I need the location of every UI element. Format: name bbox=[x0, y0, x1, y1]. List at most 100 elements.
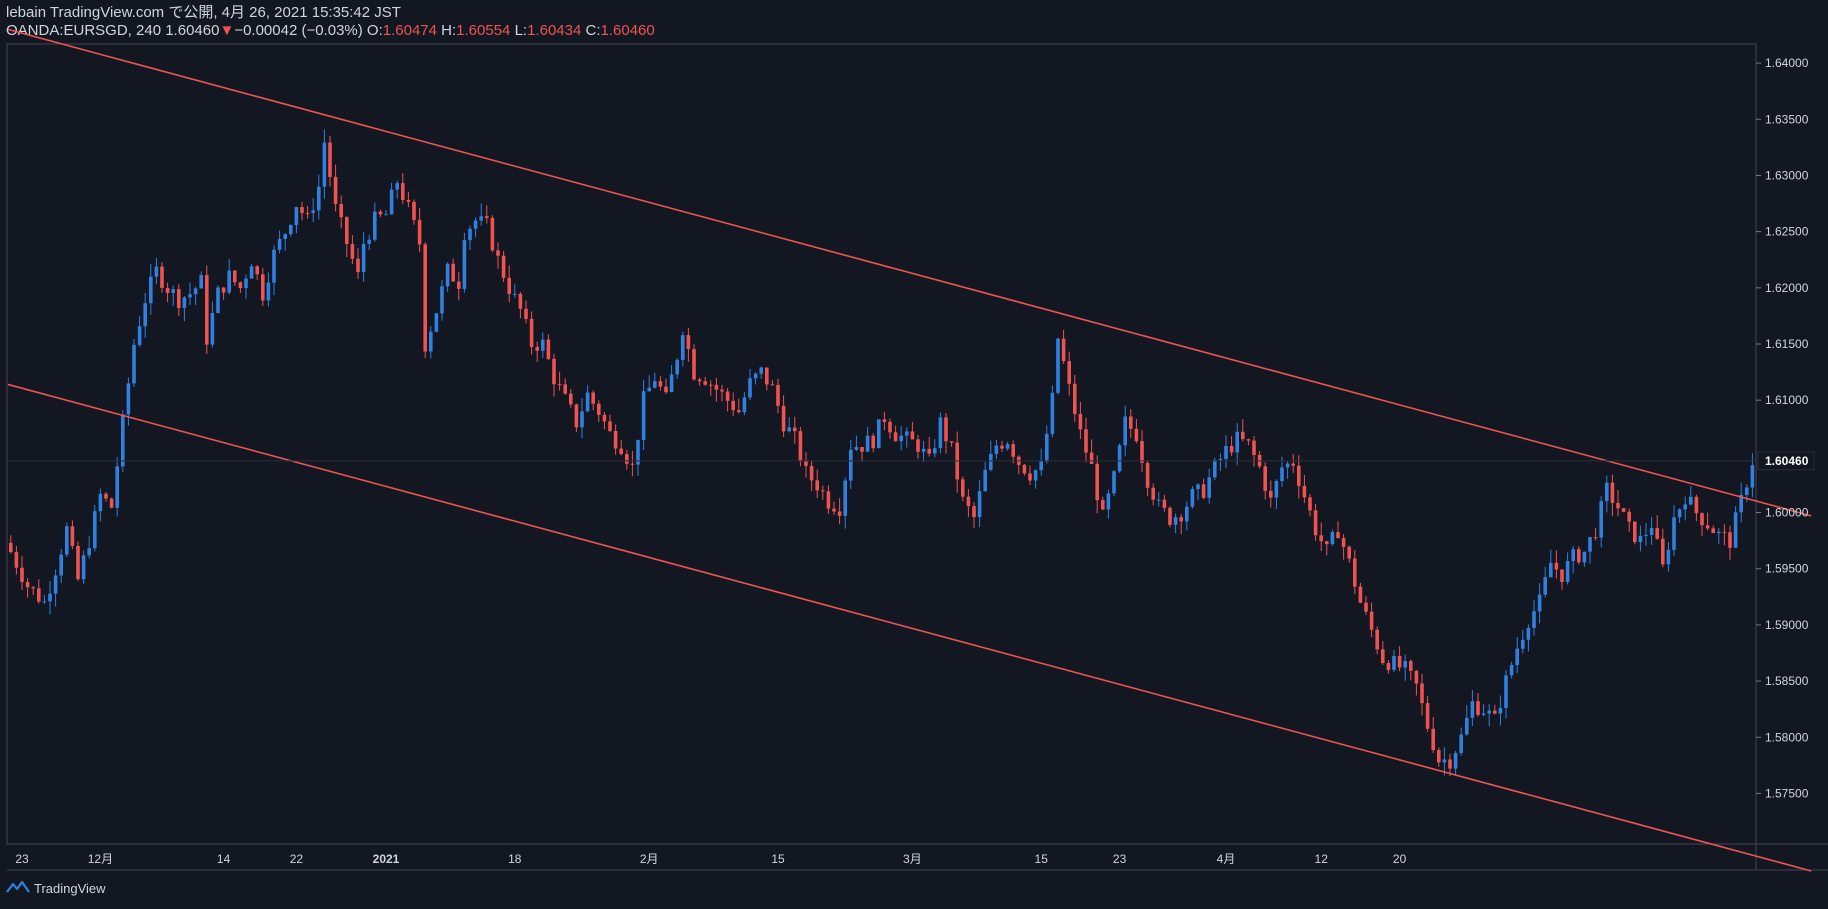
candle-body bbox=[1056, 338, 1060, 393]
candle-body bbox=[490, 218, 495, 251]
candle-body bbox=[1033, 470, 1038, 481]
candle-body bbox=[815, 480, 819, 491]
candle bbox=[513, 284, 517, 298]
candle-body bbox=[636, 439, 640, 465]
candle bbox=[479, 203, 483, 226]
candle bbox=[1179, 514, 1183, 535]
candle bbox=[630, 450, 635, 477]
candle-body bbox=[457, 281, 461, 289]
candle-body bbox=[1078, 414, 1083, 430]
candle-body bbox=[1588, 537, 1592, 552]
candle bbox=[205, 265, 209, 355]
candle-body bbox=[742, 397, 747, 413]
candle-body bbox=[9, 542, 13, 553]
candle bbox=[373, 202, 377, 242]
candle-body bbox=[1481, 713, 1486, 715]
trendlines-layer[interactable] bbox=[7, 28, 1812, 872]
candle-body bbox=[1112, 471, 1116, 494]
candle bbox=[1616, 490, 1620, 517]
candle bbox=[1689, 486, 1693, 506]
candle bbox=[871, 433, 875, 453]
candle bbox=[1504, 670, 1508, 719]
candle-body bbox=[681, 335, 685, 360]
x-tick-label: 3月 bbox=[903, 852, 922, 866]
candle bbox=[76, 541, 80, 582]
candle bbox=[149, 264, 153, 315]
candle-body bbox=[1358, 586, 1363, 603]
candle-body bbox=[1140, 441, 1144, 463]
candle bbox=[737, 398, 741, 414]
candle bbox=[1448, 753, 1452, 776]
candle bbox=[1207, 468, 1211, 504]
candle bbox=[81, 550, 86, 584]
current-price-box bbox=[1757, 451, 1815, 471]
candle-body bbox=[541, 339, 545, 351]
y-axis[interactable]: 1.57500 1.58000 1.58500 1.59000 1.59500 1.600… bbox=[1756, 56, 1809, 800]
candle-body bbox=[1425, 703, 1430, 729]
candle bbox=[115, 457, 119, 517]
candle bbox=[1201, 478, 1206, 500]
candle bbox=[1711, 525, 1715, 534]
candle-body bbox=[938, 417, 943, 449]
brand-label[interactable]: TradingView bbox=[34, 880, 106, 896]
candle bbox=[1112, 469, 1116, 497]
candle bbox=[1582, 551, 1587, 567]
candle bbox=[636, 439, 640, 476]
y-tick-label: 1.61000 bbox=[1765, 393, 1809, 407]
candle-body bbox=[1616, 502, 1620, 509]
candle-body bbox=[641, 391, 646, 440]
candle-body bbox=[238, 282, 243, 289]
candle-body bbox=[1465, 717, 1469, 735]
upper-channel-line[interactable] bbox=[7, 28, 1812, 517]
candle bbox=[1420, 673, 1424, 716]
candle bbox=[759, 366, 763, 379]
candle bbox=[647, 375, 651, 392]
candle bbox=[1101, 496, 1105, 511]
candle-body bbox=[1621, 508, 1626, 512]
candle-body bbox=[613, 430, 618, 449]
candle bbox=[720, 384, 724, 402]
candle bbox=[1325, 540, 1329, 556]
candle-body bbox=[350, 243, 355, 259]
candle bbox=[955, 431, 959, 493]
candle-body bbox=[619, 448, 623, 455]
candle bbox=[804, 451, 808, 478]
candle bbox=[580, 398, 584, 439]
candle bbox=[535, 341, 539, 362]
candle bbox=[233, 269, 237, 287]
candle-body bbox=[944, 417, 948, 442]
candle-body bbox=[1750, 465, 1755, 488]
candle-body bbox=[59, 554, 63, 576]
symbol-label[interactable]: OANDA:EURSGD, 240 bbox=[6, 22, 162, 39]
x-tick-label: 15 bbox=[771, 852, 785, 866]
candle bbox=[1571, 545, 1575, 574]
candle bbox=[1493, 704, 1497, 715]
x-axis[interactable]: 23 12月 14 22 2021 18 2月 15 3月 15 23 4月 12 20 bbox=[15, 852, 1406, 866]
candle-body bbox=[121, 414, 125, 467]
candle bbox=[697, 377, 702, 386]
lower-channel-line[interactable] bbox=[7, 383, 1812, 872]
candle-body bbox=[1173, 517, 1178, 525]
candle bbox=[1364, 595, 1368, 615]
candle bbox=[1045, 425, 1049, 464]
candle-body bbox=[966, 496, 971, 507]
candle bbox=[289, 224, 293, 237]
candle bbox=[160, 262, 164, 293]
last-price: 1.60460 bbox=[165, 22, 220, 39]
candle bbox=[961, 476, 965, 502]
candle bbox=[20, 555, 24, 590]
candle bbox=[1196, 483, 1200, 501]
candle bbox=[87, 535, 91, 559]
candle bbox=[1655, 515, 1659, 540]
candle-body bbox=[1162, 499, 1167, 508]
candle-body bbox=[597, 403, 601, 415]
low-label: L: bbox=[514, 22, 528, 39]
candle-body bbox=[479, 216, 483, 221]
candle-body bbox=[608, 421, 612, 431]
y-tick-label: 1.58500 bbox=[1765, 674, 1809, 688]
candle bbox=[417, 208, 422, 253]
candle-body bbox=[149, 276, 153, 304]
candle bbox=[1543, 566, 1547, 598]
candle bbox=[1280, 456, 1284, 487]
